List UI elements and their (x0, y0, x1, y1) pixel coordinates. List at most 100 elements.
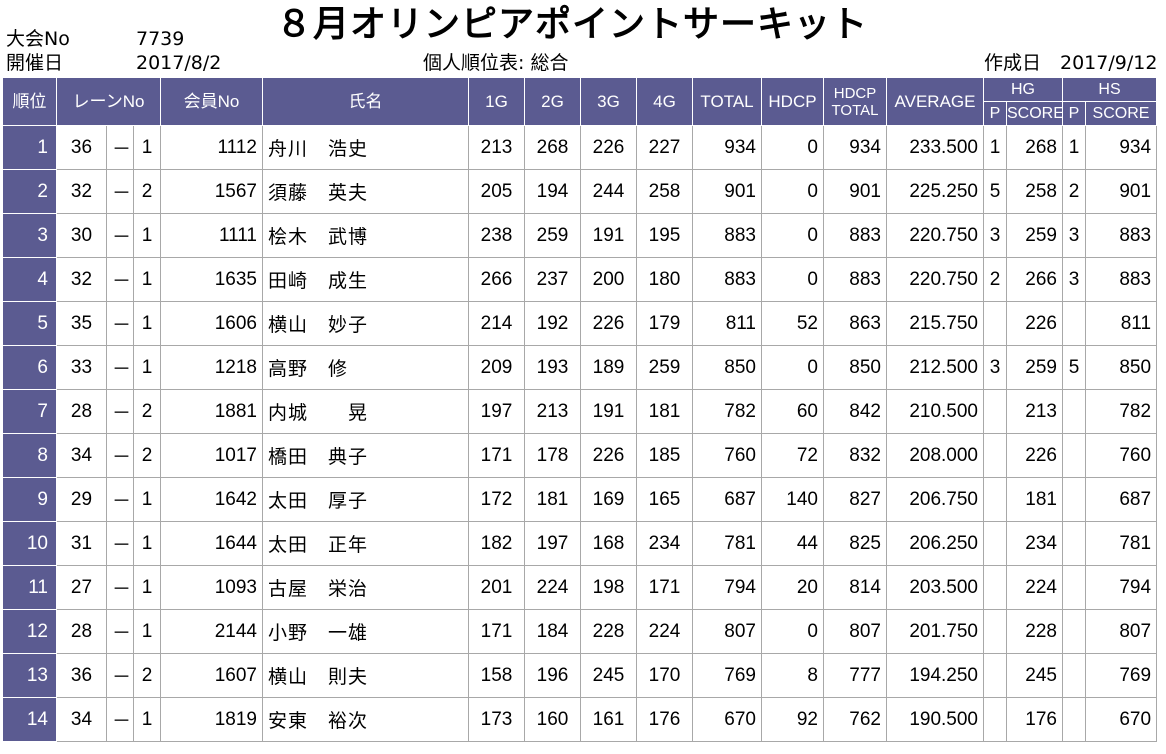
game-2-cell: 224 (524, 565, 581, 610)
table-row: 8 34 － 2 1017 橋田 典子 171 178 226 185 760 … (2, 433, 1158, 478)
total-cell: 670 (692, 697, 762, 742)
game-4-cell: 195 (636, 213, 693, 258)
lane-cell: 29 (56, 477, 107, 522)
col-hdcp-total-line2: TOTAL (831, 101, 879, 119)
name-cell: 太田 厚子 (262, 477, 469, 522)
game-2-cell: 160 (524, 697, 581, 742)
hs-p-cell (1062, 565, 1086, 610)
total-cell: 760 (692, 433, 762, 478)
table-row: 3 30 － 1 1111 桧木 武博 238 259 191 195 883 … (2, 213, 1158, 258)
game-1-cell: 266 (468, 257, 525, 302)
game-2-cell: 237 (524, 257, 581, 302)
lane-position-cell: 1 (133, 301, 161, 346)
lane-cell: 34 (56, 433, 107, 478)
average-cell: 215.750 (886, 301, 984, 346)
name-cell: 横山 妙子 (262, 301, 469, 346)
game-3-cell: 200 (580, 257, 637, 302)
col-hg: HG (983, 77, 1063, 102)
hdcp-total-cell: 842 (823, 389, 887, 434)
rank-cell: 10 (2, 521, 57, 566)
lane-position-cell: 1 (133, 125, 161, 170)
hg-score-cell: 176 (1006, 697, 1063, 742)
average-cell: 225.250 (886, 169, 984, 214)
col-member-no: 会員No (160, 77, 263, 126)
member-no-cell: 1642 (160, 477, 263, 522)
name-cell: 小野 一雄 (262, 609, 469, 654)
game-1-cell: 172 (468, 477, 525, 522)
lane-separator: － (106, 697, 134, 742)
lane-separator: － (106, 169, 134, 214)
lane-cell: 31 (56, 521, 107, 566)
average-cell: 190.500 (886, 697, 984, 742)
name-cell: 須藤 英夫 (262, 169, 469, 214)
rank-cell: 1 (2, 125, 57, 170)
game-4-cell: 180 (636, 257, 693, 302)
game-1-cell: 209 (468, 345, 525, 390)
hdcp-total-cell: 825 (823, 521, 887, 566)
lane-position-cell: 1 (133, 257, 161, 302)
game-2-cell: 181 (524, 477, 581, 522)
rank-cell: 3 (2, 213, 57, 258)
hdcp-total-cell: 901 (823, 169, 887, 214)
col-total: TOTAL (692, 77, 762, 126)
game-3-cell: 226 (580, 433, 637, 478)
table-row: 7 28 － 2 1881 内城 晃 197 213 191 181 782 6… (2, 389, 1158, 434)
total-cell: 883 (692, 257, 762, 302)
col-hs: HS (1061, 77, 1158, 102)
hs-p-cell (1062, 477, 1086, 522)
hdcp-cell: 0 (761, 257, 824, 302)
table-row: 12 28 － 1 2144 小野 一雄 171 184 228 224 807… (2, 609, 1158, 654)
game-4-cell: 258 (636, 169, 693, 214)
game-1-cell: 214 (468, 301, 525, 346)
rank-cell: 14 (2, 697, 57, 742)
col-hs-p: P (1062, 101, 1086, 126)
hdcp-cell: 8 (761, 653, 824, 698)
lane-position-cell: 2 (133, 433, 161, 478)
hg-score-cell: 259 (1006, 345, 1063, 390)
col-game-3: 3G (580, 77, 637, 126)
col-game-1: 1G (468, 77, 525, 126)
average-cell: 208.000 (886, 433, 984, 478)
game-3-cell: 226 (580, 301, 637, 346)
hs-score-cell: 670 (1084, 697, 1158, 742)
average-cell: 201.750 (886, 609, 984, 654)
hg-p-cell (983, 697, 1007, 742)
total-cell: 769 (692, 653, 762, 698)
game-3-cell: 191 (580, 389, 637, 434)
lane-position-cell: 1 (133, 477, 161, 522)
lane-separator: － (106, 345, 134, 390)
table-row: 11 27 － 1 1093 古屋 栄治 201 224 198 171 794… (2, 565, 1158, 610)
member-no-cell: 1567 (160, 169, 263, 214)
game-3-cell: 198 (580, 565, 637, 610)
hg-p-cell: 3 (983, 345, 1007, 390)
created-value: 2017/9/12 (1060, 52, 1158, 74)
col-hg-p: P (983, 101, 1007, 126)
hdcp-cell: 92 (761, 697, 824, 742)
total-cell: 782 (692, 389, 762, 434)
rank-cell: 2 (2, 169, 57, 214)
game-1-cell: 173 (468, 697, 525, 742)
total-cell: 811 (692, 301, 762, 346)
member-no-cell: 1112 (160, 125, 263, 170)
col-hdcp: HDCP (761, 77, 824, 126)
lane-separator: － (106, 477, 134, 522)
name-cell: 太田 正年 (262, 521, 469, 566)
hs-score-cell: 901 (1084, 169, 1158, 214)
hg-score-cell: 259 (1006, 213, 1063, 258)
col-hdcp-total-line1: HDCP (833, 84, 877, 102)
table-row: 9 29 － 1 1642 太田 厚子 172 181 169 165 687 … (2, 477, 1158, 522)
lane-cell: 32 (56, 257, 107, 302)
game-2-cell: 192 (524, 301, 581, 346)
lane-separator: － (106, 565, 134, 610)
game-3-cell: 169 (580, 477, 637, 522)
game-4-cell: 179 (636, 301, 693, 346)
total-cell: 934 (692, 125, 762, 170)
hdcp-total-cell: 883 (823, 257, 887, 302)
lane-cell: 32 (56, 169, 107, 214)
hs-p-cell: 3 (1062, 213, 1086, 258)
total-cell: 781 (692, 521, 762, 566)
hs-score-cell: 794 (1084, 565, 1158, 610)
hg-p-cell (983, 389, 1007, 434)
total-cell: 794 (692, 565, 762, 610)
hg-score-cell: 224 (1006, 565, 1063, 610)
